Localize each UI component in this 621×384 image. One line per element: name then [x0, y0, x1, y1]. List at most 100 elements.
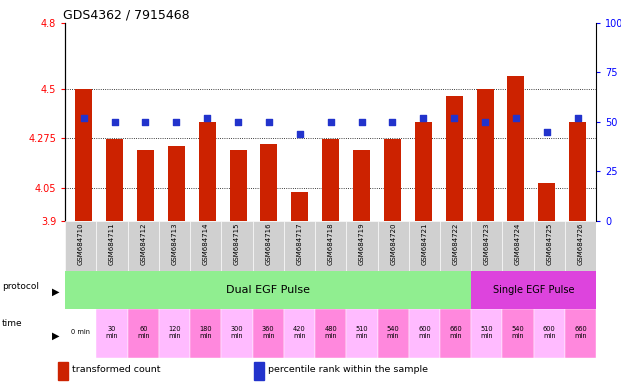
Text: Single EGF Pulse: Single EGF Pulse — [493, 285, 574, 295]
Bar — [58, 362, 68, 380]
Text: GSM684717: GSM684717 — [296, 222, 302, 265]
Text: 180
min: 180 min — [199, 326, 212, 339]
Bar — [65, 309, 96, 358]
Point — [419, 115, 428, 121]
Bar — [347, 309, 378, 358]
Bar — [533, 221, 565, 271]
Point — [295, 131, 305, 137]
Bar — [471, 221, 502, 271]
Point — [356, 119, 366, 125]
Bar — [353, 151, 370, 221]
Bar — [569, 122, 586, 221]
Bar — [378, 221, 409, 271]
Bar — [347, 221, 378, 271]
Bar — [291, 192, 308, 221]
Bar — [221, 309, 253, 358]
Text: transformed count: transformed count — [72, 365, 161, 374]
Bar — [507, 76, 524, 221]
Text: GSM684710: GSM684710 — [78, 222, 84, 265]
Text: 540
min: 540 min — [512, 326, 525, 339]
Text: 660
min: 660 min — [449, 326, 462, 339]
Text: GSM684716: GSM684716 — [265, 222, 271, 265]
Text: GSM684711: GSM684711 — [109, 222, 115, 265]
Bar — [168, 146, 185, 221]
Text: GSM684721: GSM684721 — [422, 222, 427, 265]
Bar — [96, 309, 128, 358]
Bar — [199, 122, 215, 221]
Text: GSM684715: GSM684715 — [234, 222, 240, 265]
Bar — [253, 221, 284, 271]
Text: GSM684720: GSM684720 — [390, 222, 396, 265]
Bar — [384, 139, 401, 221]
Bar — [128, 221, 159, 271]
Bar — [415, 122, 432, 221]
Text: 300
min: 300 min — [230, 326, 243, 339]
Text: 120
min: 120 min — [168, 326, 181, 339]
Text: GSM684714: GSM684714 — [202, 222, 209, 265]
Bar — [533, 309, 565, 358]
Bar — [565, 309, 596, 358]
Bar — [502, 221, 533, 271]
Text: GSM684726: GSM684726 — [578, 222, 584, 265]
Bar — [230, 151, 247, 221]
Text: GSM684712: GSM684712 — [140, 222, 147, 265]
Text: GSM684719: GSM684719 — [359, 222, 365, 265]
Text: 0 min: 0 min — [71, 329, 90, 335]
Text: GSM684723: GSM684723 — [484, 222, 490, 265]
Text: GSM684718: GSM684718 — [328, 222, 333, 265]
Point — [264, 119, 274, 125]
Bar — [378, 309, 409, 358]
Point — [140, 119, 150, 125]
Bar — [446, 96, 463, 221]
Text: GSM684725: GSM684725 — [546, 222, 552, 265]
Point — [449, 115, 459, 121]
Bar — [538, 184, 555, 221]
Text: 360
min: 360 min — [262, 326, 274, 339]
Text: 600
min: 600 min — [418, 326, 431, 339]
Bar — [565, 221, 596, 271]
Bar — [75, 89, 92, 221]
Bar — [440, 221, 471, 271]
Bar — [254, 362, 263, 380]
Bar — [253, 309, 284, 358]
Text: 480
min: 480 min — [324, 326, 337, 339]
Point — [573, 115, 582, 121]
Bar — [137, 151, 154, 221]
Point — [171, 119, 181, 125]
Text: GSM684713: GSM684713 — [171, 222, 178, 265]
Bar — [159, 309, 190, 358]
Point — [79, 115, 89, 121]
Bar — [159, 221, 190, 271]
Bar — [284, 221, 315, 271]
Text: GSM684724: GSM684724 — [515, 222, 521, 265]
Bar — [128, 309, 159, 358]
Text: time: time — [2, 319, 22, 328]
Point — [202, 115, 212, 121]
Point — [325, 119, 335, 125]
Bar — [476, 89, 494, 221]
Bar — [409, 221, 440, 271]
Bar — [471, 271, 596, 309]
Text: ▶: ▶ — [52, 331, 59, 341]
Text: ▶: ▶ — [52, 287, 59, 297]
Text: GSM684722: GSM684722 — [453, 222, 459, 265]
Bar — [190, 221, 221, 271]
Text: protocol: protocol — [2, 282, 39, 291]
Bar — [96, 221, 128, 271]
Bar — [190, 309, 221, 358]
Bar — [471, 309, 502, 358]
Bar — [502, 309, 533, 358]
Text: percentile rank within the sample: percentile rank within the sample — [268, 365, 428, 374]
Text: 600
min: 600 min — [543, 326, 556, 339]
Bar — [221, 221, 253, 271]
Bar — [440, 309, 471, 358]
Bar — [284, 309, 315, 358]
Point — [388, 119, 397, 125]
Text: 420
min: 420 min — [293, 326, 306, 339]
Bar — [65, 221, 96, 271]
Bar — [409, 309, 440, 358]
Text: Dual EGF Pulse: Dual EGF Pulse — [226, 285, 310, 295]
Text: 60
min: 60 min — [137, 326, 150, 339]
Text: GDS4362 / 7915468: GDS4362 / 7915468 — [63, 9, 189, 22]
Text: 510
min: 510 min — [481, 326, 493, 339]
